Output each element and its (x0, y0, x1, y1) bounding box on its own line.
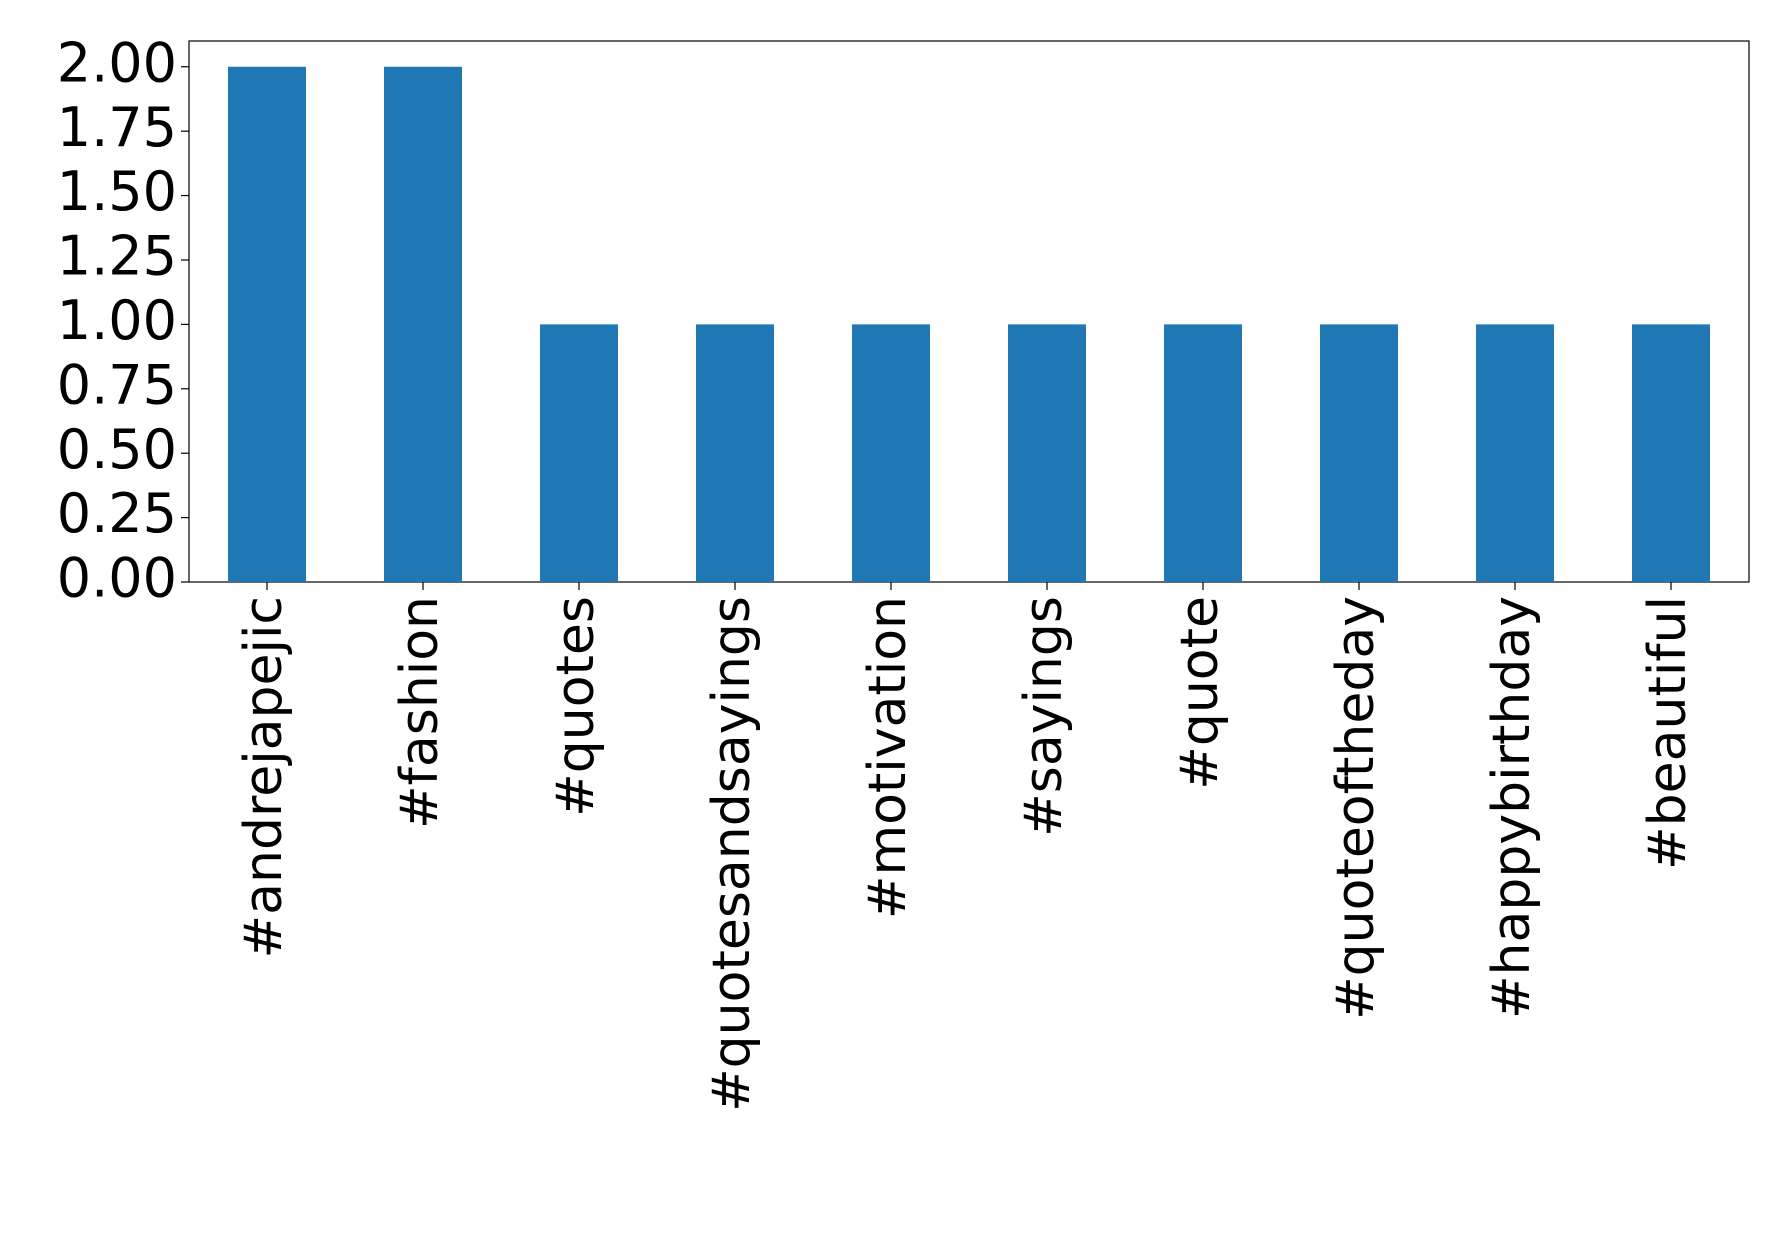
x-tick-label: #fashion (390, 596, 450, 829)
y-tick-label: 0.50 (57, 418, 177, 481)
bar (852, 324, 930, 582)
x-tick-label: #happybirthday (1482, 596, 1542, 1019)
bar (696, 324, 774, 582)
y-tick-label: 1.00 (57, 289, 177, 352)
x-tick-label: #motivation (858, 596, 918, 919)
y-tick-label: 1.25 (57, 225, 177, 288)
y-tick-label: 1.50 (57, 160, 177, 223)
bar (1476, 324, 1554, 582)
x-tick-label: #andrejapejic (234, 596, 294, 958)
y-tick-label: 0.25 (57, 482, 177, 545)
x-tick-label: #quote (1170, 596, 1230, 790)
x-tick-label: #quotes (546, 596, 606, 817)
bar (1164, 324, 1242, 582)
x-tick-label: #sayings (1014, 596, 1074, 837)
y-tick-label: 1.75 (57, 96, 177, 159)
plot-frame (188, 40, 1750, 583)
bar (384, 66, 462, 582)
y-tick-label: 0.00 (57, 547, 177, 610)
x-tick-label: #quoteoftheday (1326, 596, 1386, 1020)
bar (228, 66, 306, 582)
x-tick-label: #beautiful (1638, 596, 1698, 870)
bar (540, 324, 618, 582)
y-tick-label: 2.00 (57, 31, 177, 94)
bar (1008, 324, 1086, 582)
x-tick-label: #quotesandsayings (702, 596, 762, 1112)
bar (1632, 324, 1710, 582)
y-tick-label: 0.75 (57, 353, 177, 416)
bar (1320, 324, 1398, 582)
